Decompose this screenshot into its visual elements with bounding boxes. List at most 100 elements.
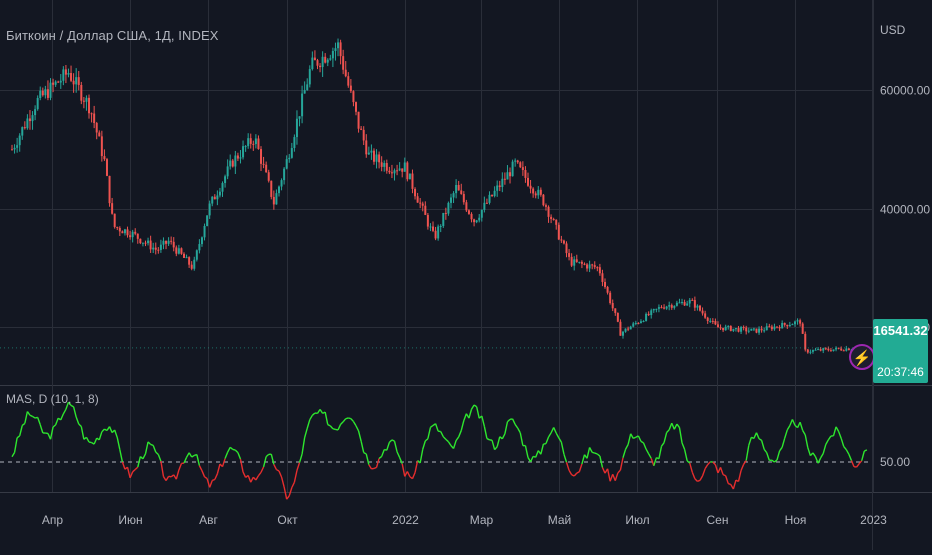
oscillator-segment xyxy=(728,484,731,485)
oscillator-segment xyxy=(389,440,392,443)
oscillator-segment xyxy=(839,431,842,438)
candle-body xyxy=(645,314,647,321)
candle-body xyxy=(309,69,311,84)
oscillator-segment xyxy=(197,455,200,466)
oscillator-segment xyxy=(697,480,700,481)
candle-body xyxy=(755,329,757,333)
candle-body xyxy=(660,307,662,308)
candle-body xyxy=(435,231,437,239)
candle-body xyxy=(586,264,588,268)
oscillator-segment xyxy=(674,424,677,429)
candle-body xyxy=(198,244,200,250)
candle-body xyxy=(80,85,82,101)
candle-body xyxy=(632,323,634,326)
oscillator-segment xyxy=(672,423,675,429)
oscillator-segment xyxy=(282,477,285,487)
candle-body xyxy=(365,140,367,154)
oscillator-segment xyxy=(531,456,534,461)
candle-body xyxy=(219,192,221,196)
candle-body xyxy=(373,151,375,162)
candle-body xyxy=(170,241,172,242)
oscillator-segment xyxy=(790,419,793,425)
oscillator-segment xyxy=(20,425,23,435)
oscillator-segment xyxy=(297,463,300,471)
candle-body xyxy=(347,76,349,85)
candle-body xyxy=(350,86,352,92)
candle-body xyxy=(109,176,111,203)
oscillator-segment xyxy=(205,477,208,479)
candle-body xyxy=(625,329,627,332)
oscillator-segment xyxy=(325,412,328,425)
x-tick-label: Окт xyxy=(277,513,298,527)
candle-body xyxy=(119,228,121,231)
candle-body xyxy=(296,119,298,137)
candle-body xyxy=(676,303,678,306)
candle-body xyxy=(671,305,673,308)
oscillator-segment xyxy=(746,445,749,460)
oscillator-segment xyxy=(412,473,415,479)
candle-body xyxy=(619,322,621,336)
candle-body xyxy=(681,302,683,303)
candle-body xyxy=(281,180,283,186)
x-tick-label: Авг xyxy=(199,513,218,527)
candle-body xyxy=(689,300,691,304)
candle-body xyxy=(568,253,570,257)
candle-body xyxy=(211,197,213,204)
oscillator-segment xyxy=(597,454,600,456)
oscillator-segment xyxy=(579,464,582,472)
oscillator-segment xyxy=(633,437,636,438)
candle-body xyxy=(186,257,188,258)
oscillator-segment xyxy=(369,465,372,469)
oscillator-segment xyxy=(567,462,570,470)
alert-bolt-icon[interactable]: ⚡ xyxy=(849,344,875,370)
oscillator-segment xyxy=(420,449,423,463)
candle-body xyxy=(55,82,57,85)
candle-body xyxy=(797,320,799,321)
candle-body xyxy=(696,306,698,308)
oscillator-segment xyxy=(615,473,618,481)
candle-body xyxy=(558,225,560,240)
candle-body xyxy=(180,248,182,254)
candle-body xyxy=(134,232,136,234)
candle-body xyxy=(401,168,403,171)
candle-body xyxy=(576,259,578,262)
oscillator-segment xyxy=(156,452,159,454)
candle-body xyxy=(542,195,544,205)
oscillator-segment xyxy=(780,447,783,451)
oscillator-segment xyxy=(379,456,382,458)
candle-body xyxy=(183,254,185,258)
candle-body xyxy=(486,203,488,204)
oscillator-segment xyxy=(15,438,18,453)
oscillator-segment xyxy=(448,442,451,446)
oscillator-segment xyxy=(685,449,688,460)
candle-body xyxy=(589,264,591,268)
oscillator-segment xyxy=(808,448,811,456)
candle-body xyxy=(83,101,85,102)
oscillator-segment xyxy=(667,430,670,433)
oscillator-segment xyxy=(497,437,500,447)
candle-body xyxy=(643,321,645,322)
oscillator-segment xyxy=(348,418,351,419)
candle-body xyxy=(548,207,550,217)
oscillator-segment xyxy=(857,464,860,467)
candle-body xyxy=(753,329,755,330)
candle-body xyxy=(322,57,324,67)
candle-body xyxy=(555,220,557,225)
oscillator-segment xyxy=(805,435,808,448)
oscillator-segment xyxy=(767,453,770,461)
candle-body xyxy=(622,332,624,336)
oscillator-segment xyxy=(441,432,444,437)
candle-body xyxy=(707,318,709,321)
candle-body xyxy=(779,327,781,328)
oscillator-segment xyxy=(574,473,577,476)
last-price-tag: 16541.32 20:37:46 xyxy=(873,319,928,383)
candle-body xyxy=(44,89,46,95)
oscillator-segment xyxy=(677,424,680,427)
candle-body xyxy=(250,138,252,144)
candle-body xyxy=(388,171,390,172)
axis-currency-label: USD xyxy=(880,23,906,37)
candle-body xyxy=(399,168,401,170)
candle-body xyxy=(60,81,62,83)
